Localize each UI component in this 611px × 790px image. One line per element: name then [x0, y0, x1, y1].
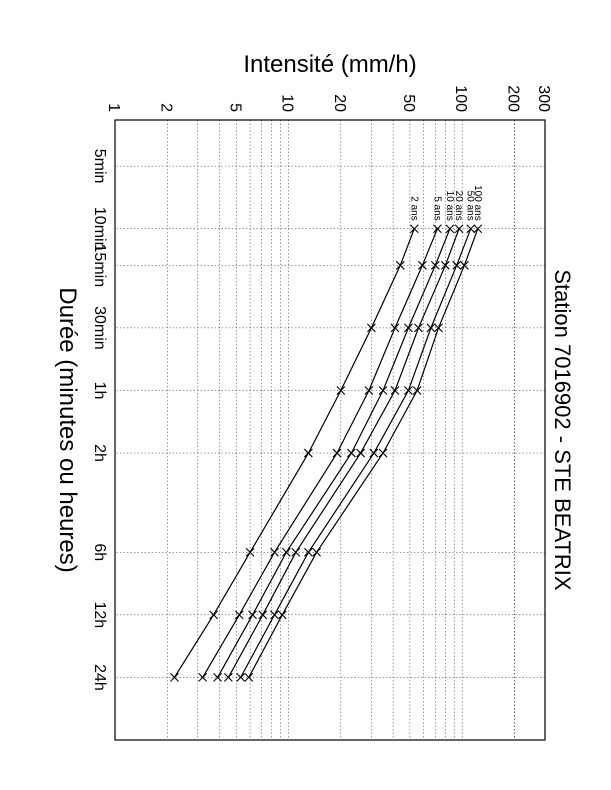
x-tick-label: 5min	[91, 149, 108, 184]
y-tick-label: 2	[157, 103, 174, 112]
x-tick-label: 12h	[91, 601, 108, 628]
series-line	[174, 229, 414, 678]
x-tick-label: 24h	[91, 664, 108, 691]
x-tick-label: 15min	[91, 244, 108, 288]
series-label: 5 ans	[431, 196, 442, 220]
series-label: 2 ans	[408, 196, 419, 220]
y-tick-label: 10	[279, 94, 296, 112]
y-tick-label: 1	[105, 103, 122, 112]
y-tick-label: 100	[452, 85, 469, 112]
y-tick-label: 5	[226, 103, 243, 112]
x-tick-label: 30min	[91, 306, 108, 350]
y-axis-label: Intensité (mm/h)	[243, 51, 416, 78]
chart-title: Station 7016902 - STE BEATRIX	[550, 269, 575, 591]
x-axis-label: Durée (minutes ou heures)	[54, 287, 81, 572]
series-label: 20 ans	[453, 191, 464, 221]
y-tick-label: 200	[504, 85, 521, 112]
x-tick-label: 2h	[91, 444, 108, 462]
x-tick-label: 6h	[91, 543, 108, 561]
y-tick-label: 20	[331, 94, 348, 112]
y-tick-label: 300	[535, 85, 552, 112]
series-label: 100 ans	[472, 185, 483, 221]
idf-chart: 1251020501002003005min10min15min30min1h2…	[0, 0, 611, 790]
x-tick-label: 1h	[91, 382, 108, 400]
series-line	[228, 229, 459, 678]
y-tick-label: 50	[400, 94, 417, 112]
